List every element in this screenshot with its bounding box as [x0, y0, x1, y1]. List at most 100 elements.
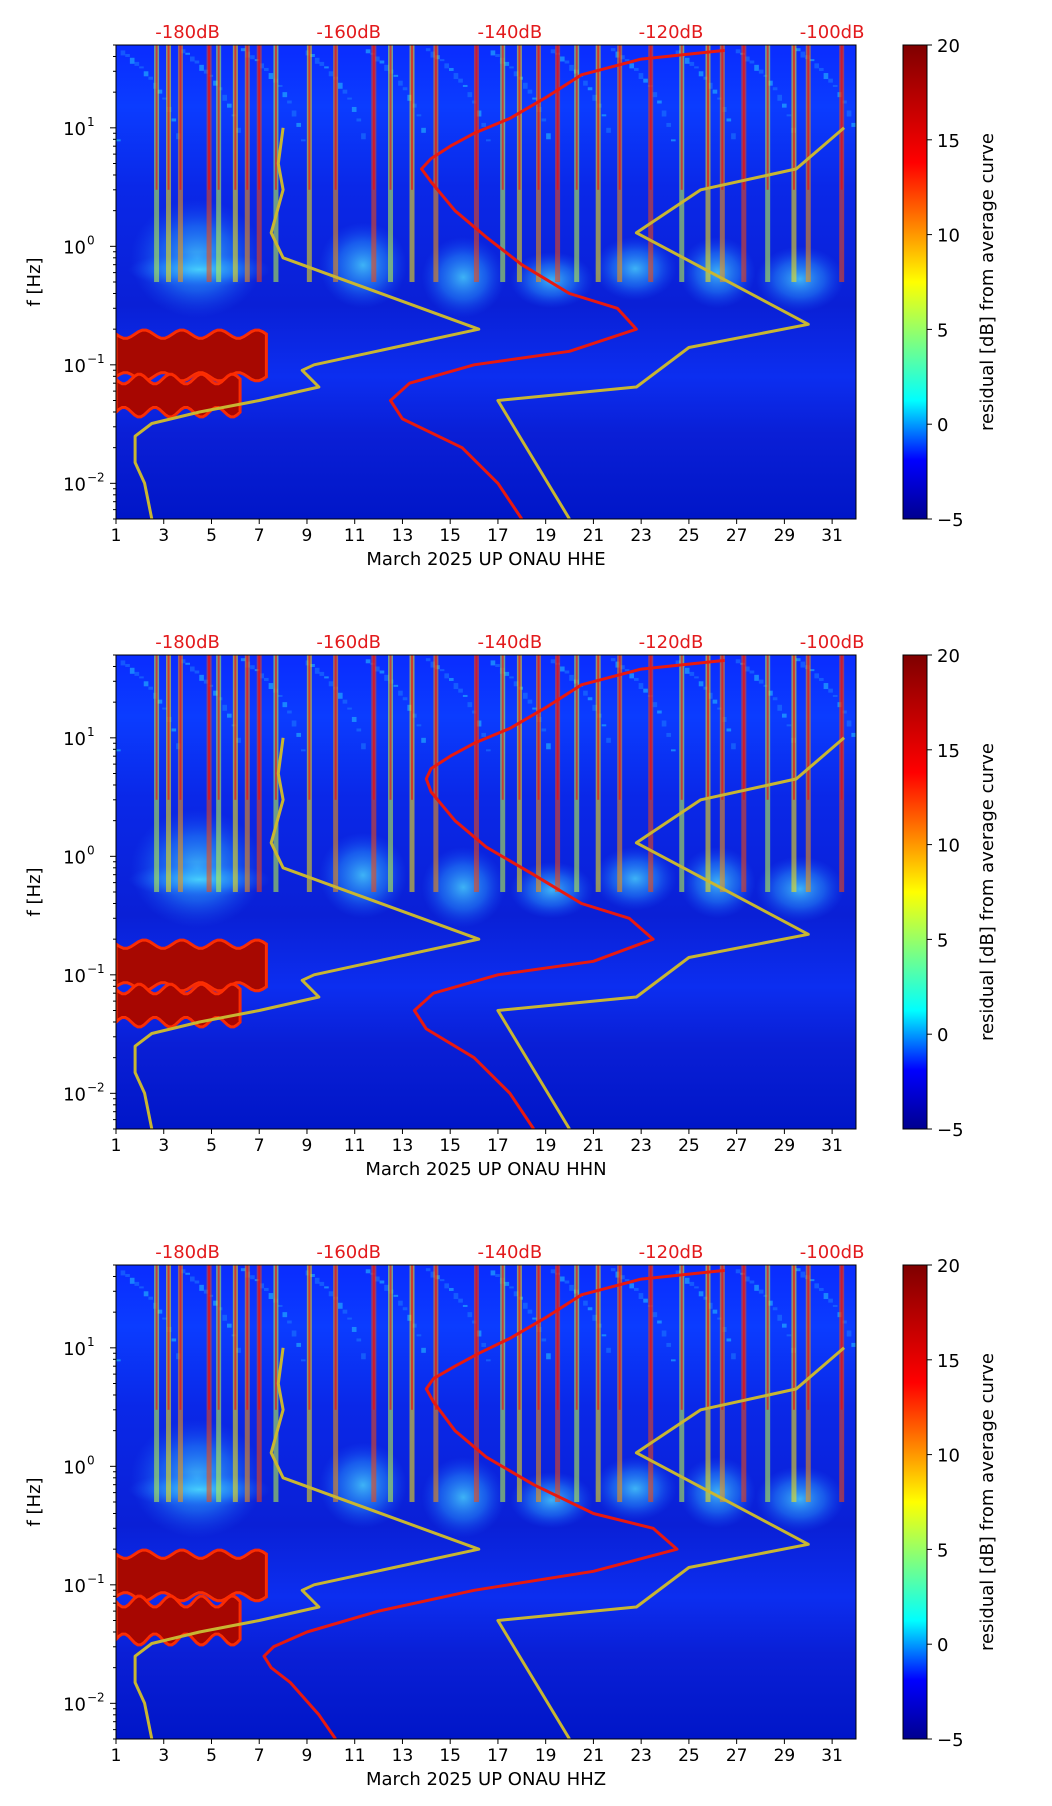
x-tick-label: 11 — [344, 1136, 366, 1156]
hf-noise-speck — [430, 1271, 436, 1278]
microseism-blob — [755, 246, 845, 312]
y-tick-label: 10 — [63, 1457, 86, 1478]
event-streak-core — [742, 1265, 745, 1410]
event-streak-core — [766, 45, 769, 190]
hf-noise-speck — [277, 1304, 283, 1307]
hf-noise-speck — [361, 1353, 366, 1360]
db-scale-label: -140dB — [478, 632, 543, 653]
microseism-blob — [755, 1466, 845, 1532]
microseism-blob — [421, 846, 506, 928]
hf-noise-speck — [777, 704, 782, 711]
x-tick-label: 19 — [535, 1136, 557, 1156]
hf-noise-speck — [213, 1300, 218, 1306]
event-streak-core — [411, 45, 413, 190]
hf-noise-speck — [120, 660, 126, 666]
hf-noise-speck — [657, 1320, 662, 1324]
x-tick-label: 25 — [678, 526, 700, 546]
hf-noise-speck — [268, 683, 274, 690]
hf-noise-speck — [564, 1280, 570, 1284]
event-streak-core — [807, 1265, 810, 1410]
hf-noise-speck — [338, 692, 343, 699]
hf-noise-speck — [143, 681, 149, 687]
hf-noise-speck — [324, 676, 329, 679]
hf-noise-speck — [569, 1284, 574, 1291]
hf-noise-speck — [550, 49, 556, 54]
hf-noise-speck — [338, 1302, 343, 1309]
hf-noise-speck — [560, 666, 565, 672]
hf-noise-speck — [809, 59, 815, 62]
hf-noise-speck — [222, 1314, 227, 1321]
hf-noise-speck — [476, 720, 482, 727]
hf-noise-speck — [356, 1338, 362, 1342]
hf-noise-speck — [125, 663, 130, 667]
hf-noise-speck — [314, 57, 320, 64]
hf-noise-speck — [129, 667, 135, 674]
hf-noise-speck — [819, 1287, 824, 1291]
hf-noise-speck — [795, 1268, 801, 1272]
x-tick-label: 23 — [630, 1746, 652, 1766]
hf-noise-speck — [240, 1268, 246, 1272]
x-tick-label: 17 — [487, 1136, 509, 1156]
hf-noise-speck — [379, 670, 385, 674]
x-tick-label: 27 — [726, 1136, 748, 1156]
hf-noise-speck — [190, 1276, 195, 1282]
hf-noise-speck — [587, 697, 593, 701]
x-axis-label: March 2025 UP ONAU HHZ — [366, 1769, 606, 1790]
y-tick-label: 10 — [63, 1694, 86, 1715]
hf-noise-speck — [846, 110, 852, 117]
hf-noise-speck — [671, 139, 676, 142]
hf-noise-speck — [509, 1286, 514, 1289]
y-tick-label: 10 — [63, 474, 86, 495]
hf-noise-speck — [199, 674, 204, 681]
hf-noise-speck — [324, 66, 329, 69]
hf-noise-speck — [180, 49, 186, 54]
y-tick-exponent: 1 — [87, 1335, 95, 1349]
hf-noise-speck — [652, 702, 658, 708]
hf-noise-speck — [629, 1283, 634, 1289]
x-tick-label: 11 — [344, 526, 366, 546]
hf-noise-speck — [689, 1281, 695, 1286]
hf-noise-speck — [449, 67, 454, 71]
event-streak-core — [167, 1265, 170, 1410]
event-streak-core — [649, 1265, 652, 1410]
hf-noise-speck — [444, 63, 449, 69]
event-streak-core — [597, 45, 600, 190]
x-tick-label: 17 — [487, 526, 509, 546]
x-tick-label: 13 — [392, 1746, 414, 1766]
hf-noise-speck — [643, 1298, 648, 1303]
hf-noise-speck — [846, 1330, 852, 1337]
hf-noise-speck — [416, 114, 422, 117]
x-tick-label: 27 — [726, 526, 748, 546]
hf-noise-speck — [162, 707, 167, 710]
hf-noise-speck — [532, 1317, 537, 1320]
event-streak-core — [766, 1265, 769, 1410]
hf-noise-speck — [684, 57, 690, 64]
hf-noise-speck — [726, 1338, 732, 1342]
hf-noise-speck — [402, 697, 408, 701]
hf-noise-speck — [624, 59, 630, 62]
colorbar-tick-label: 10 — [937, 1446, 960, 1467]
hf-noise-speck — [560, 56, 565, 62]
hf-noise-speck — [356, 728, 362, 732]
hf-noise-speck — [782, 103, 787, 108]
hf-noise-speck — [347, 707, 352, 710]
event-streak-core — [179, 655, 182, 800]
storm-band — [116, 1548, 268, 1603]
x-tick-label: 31 — [821, 1746, 843, 1766]
hf-noise-speck — [846, 720, 852, 727]
hf-noise-speck — [592, 1314, 597, 1321]
hf-noise-speck — [527, 89, 533, 94]
event-streak-core — [246, 655, 249, 800]
x-tick-label: 7 — [254, 1136, 265, 1156]
hf-noise-speck — [328, 681, 334, 687]
hf-noise-speck — [222, 704, 227, 711]
hf-noise-speck — [731, 1353, 736, 1360]
event-streak-core — [208, 1265, 211, 1410]
hf-noise-speck — [754, 674, 759, 681]
hf-noise-speck — [222, 94, 227, 101]
hf-noise-speck — [851, 1342, 856, 1347]
hf-noise-speck — [643, 78, 648, 83]
hf-noise-speck — [467, 92, 473, 98]
hf-noise-speck — [490, 50, 496, 56]
event-streak-core — [556, 1265, 559, 1410]
